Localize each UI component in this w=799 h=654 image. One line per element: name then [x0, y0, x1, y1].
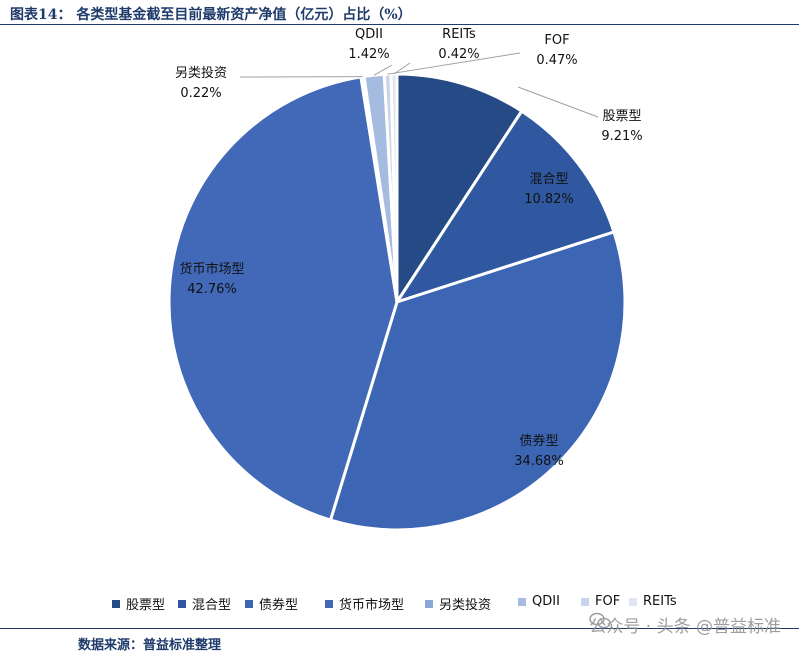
wechat-icon	[589, 612, 612, 629]
legend-item-0: 股票型	[112, 594, 165, 613]
chart-area: 股票型 9.21% 混合型 10.82% 债券型 34.68% 货币市场型 42.76% 另类投…	[0, 25, 799, 625]
legend-swatch-4	[425, 599, 433, 608]
legend-label-3: 货币市场型	[339, 598, 405, 613]
legend: 股票型 混合型 债券型 货币市场型 另类投资 QDII FOF REITs	[0, 594, 799, 614]
slice-value-label-0: 9.21%	[601, 129, 642, 144]
legend-swatch-1	[178, 599, 186, 608]
slice-value-label-5: 1.42%	[348, 47, 389, 62]
legend-swatch-0	[112, 599, 120, 608]
slice-value-label-7: 0.42%	[438, 47, 479, 62]
leader-line-5	[373, 64, 393, 76]
pie-chart: 股票型 9.21% 混合型 10.82% 债券型 34.68% 货币市场型 42.76% 另类投…	[167, 27, 643, 532]
source-note: 数据来源：普益标准整理	[78, 638, 222, 653]
slice-category-label-0: 股票型	[602, 109, 641, 124]
legend-label-6: FOF	[595, 594, 621, 609]
leader-line-0	[517, 86, 599, 118]
legend-label-2: 债券型	[259, 598, 299, 613]
legend-item-4: 另类投资	[425, 594, 491, 613]
legend-item-1: 混合型	[178, 594, 231, 613]
legend-item-2: 债券型	[245, 594, 298, 613]
legend-swatch-5	[518, 597, 526, 606]
slice-value-label-1: 10.82%	[524, 192, 574, 207]
legend-item-6: FOF	[581, 594, 620, 609]
legend-swatch-2	[245, 599, 253, 608]
slice-category-label-5: QDII	[355, 27, 383, 42]
slice-value-label-3: 42.76%	[187, 282, 237, 297]
legend-swatch-7	[629, 597, 637, 606]
slice-category-label-2: 债券型	[519, 433, 558, 449]
legend-label-0: 股票型	[126, 598, 166, 613]
watermark-text: 公众号 · 头条 @普益标准	[589, 617, 781, 637]
slice-category-label-6: FOF	[544, 33, 569, 48]
pie-slice-3	[167, 75, 399, 522]
slice-value-label-2: 34.68%	[514, 454, 564, 469]
pie-slice-0	[395, 72, 524, 308]
slice-category-label-3: 货币市场型	[179, 261, 244, 277]
legend-item-7: REITs	[629, 594, 677, 609]
slice-category-label-7: REITs	[442, 27, 476, 42]
legend-item-5: QDII	[518, 594, 560, 609]
legend-label-7: REITs	[643, 594, 677, 609]
pie-slice-1	[393, 109, 616, 305]
legend-label-1: 混合型	[192, 598, 232, 613]
legend-label-5: QDII	[532, 594, 560, 609]
leader-line-7	[393, 62, 411, 75]
legend-swatch-3	[325, 599, 333, 608]
title-bar: 图表14： 各类型基金截至目前最新资产净值（亿元）占比（%）	[0, 0, 799, 25]
leader-line-6	[387, 52, 521, 75]
slice-value-label-4: 0.22%	[180, 86, 221, 101]
chart-title: 图表14： 各类型基金截至目前最新资产净值（亿元）占比（%）	[10, 7, 412, 23]
slice-category-label-4: 另类投资	[175, 65, 227, 81]
legend-item-3: 货币市场型	[325, 594, 404, 613]
watermark: 公众号 · 头条 @普益标准	[589, 612, 781, 637]
legend-swatch-6	[581, 597, 589, 606]
footer-divider	[0, 628, 799, 629]
slice-value-label-6: 0.47%	[536, 53, 577, 68]
legend-label-4: 另类投资	[439, 598, 492, 613]
pie-slice-2	[328, 230, 627, 532]
slice-category-label-1: 混合型	[529, 172, 568, 187]
